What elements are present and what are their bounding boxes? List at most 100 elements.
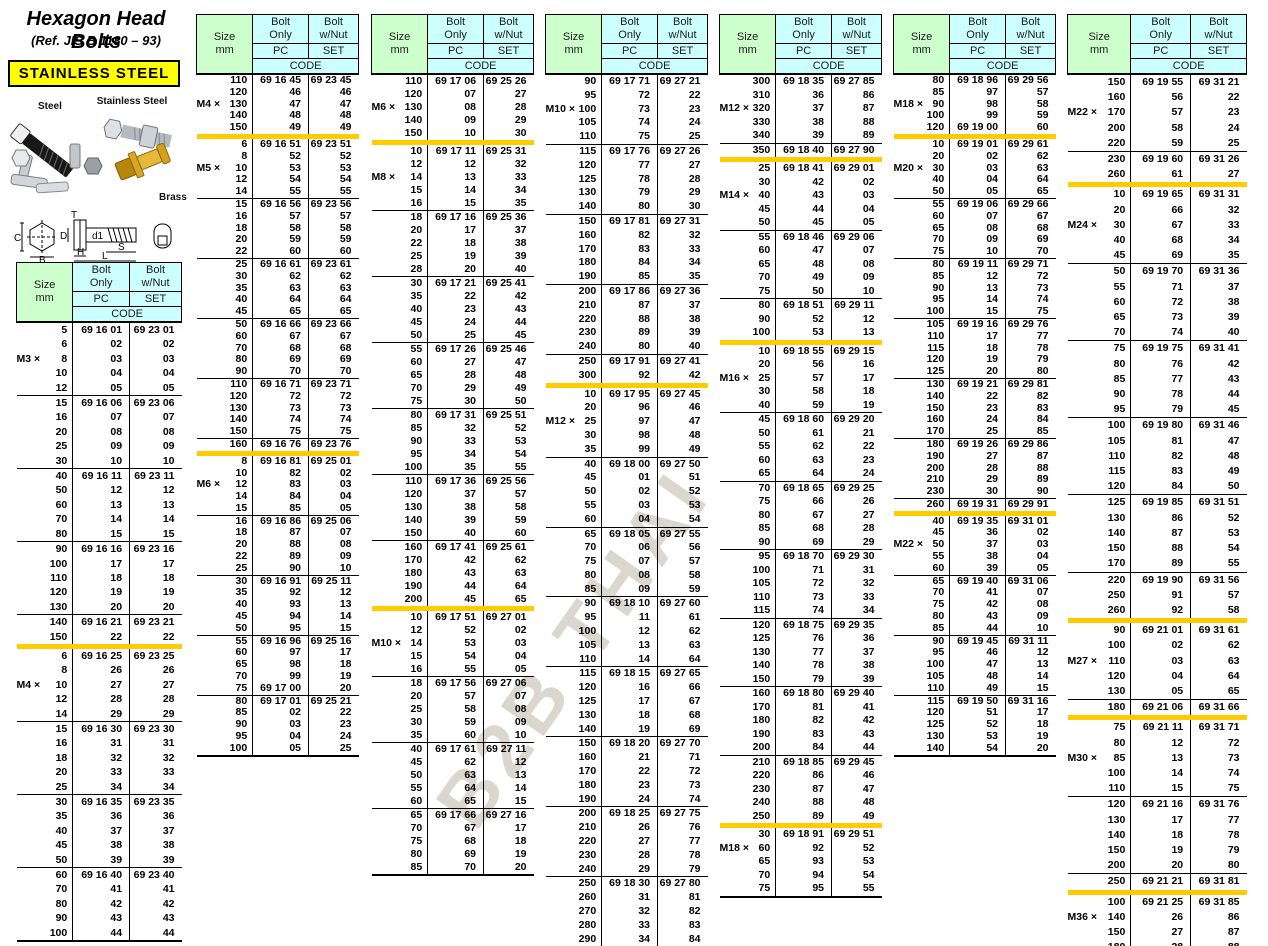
set-code-cell: 38 bbox=[1190, 294, 1247, 311]
pc-header: PC bbox=[949, 43, 1007, 59]
set-code-cell: 63 bbox=[308, 282, 359, 295]
pc-code-cell: 66 bbox=[775, 495, 832, 509]
pc-code-cell: 69 18 00 bbox=[601, 456, 658, 472]
pc-code-cell: 94 bbox=[252, 610, 309, 623]
set-code-cell: 69 23 66 bbox=[308, 317, 359, 331]
size-cell: 220 bbox=[578, 835, 597, 848]
pc-code-cell: 64 bbox=[775, 467, 832, 481]
set-code-cell: 29 bbox=[129, 706, 182, 722]
set-code-cell: 58 bbox=[657, 568, 708, 583]
set-code-cell: 69 23 11 bbox=[129, 468, 182, 484]
table-row: 340 39 89 bbox=[720, 129, 882, 143]
set-code-cell: 88 bbox=[1005, 462, 1056, 475]
size-cell: 140 bbox=[404, 114, 423, 126]
set-code-cell: 70 bbox=[1005, 245, 1056, 259]
set-code-cell: 68 bbox=[1005, 222, 1056, 235]
size-cell: 170 bbox=[1107, 557, 1126, 570]
pc-code-cell: 26 bbox=[601, 821, 658, 836]
set-code-cell: 27 bbox=[1190, 167, 1247, 188]
size-cell: 140 bbox=[229, 109, 248, 122]
pc-code-cell: 82 bbox=[1130, 448, 1191, 465]
set-code-cell: 69 27 85 bbox=[831, 73, 882, 89]
pc-code-cell: 79 bbox=[1130, 402, 1191, 418]
pc-code-cell: 68 bbox=[252, 342, 309, 355]
size-cell: 110 bbox=[371, 474, 428, 488]
table-row: 16 57 57 bbox=[197, 210, 359, 223]
set-code-cell: 47 bbox=[831, 782, 882, 796]
size-cell: 200 bbox=[545, 806, 602, 822]
size-cell: 35 bbox=[410, 729, 423, 741]
pc-code-cell: 60 bbox=[427, 729, 484, 743]
set-code-cell: 24 bbox=[657, 116, 708, 131]
pc-code-cell: 14 bbox=[601, 652, 658, 667]
size-column-header: Size mm bbox=[195, 14, 254, 75]
set-code-cell: 69 31 85 bbox=[1190, 891, 1247, 910]
pc-code-cell: 69 21 06 bbox=[1130, 699, 1191, 721]
pc-code-cell: 88 bbox=[775, 796, 832, 810]
size-cell: 150 bbox=[1107, 542, 1126, 555]
size-cell: 35 bbox=[55, 810, 68, 823]
pc-code-cell: 83 bbox=[601, 242, 658, 257]
table-row: 115 18 78 bbox=[894, 342, 1056, 355]
size-cell: 60 bbox=[932, 561, 945, 574]
table-row: 130 05 65 bbox=[1068, 683, 1247, 700]
table-row: 250 69 18 30 69 27 80 bbox=[545, 876, 708, 892]
table-row: 120 07 27 bbox=[372, 88, 534, 101]
pc-code-cell: 54 bbox=[427, 650, 484, 663]
size-cell: 50 bbox=[758, 426, 771, 439]
size-cell: 290 bbox=[545, 932, 602, 946]
table-row: 12 05 05 bbox=[17, 380, 182, 396]
pc-code-cell: 96 bbox=[601, 401, 658, 416]
table-row: 25 34 34 bbox=[17, 779, 182, 795]
size-cell: 90 bbox=[758, 535, 771, 548]
set-code-cell: 69 31 46 bbox=[1190, 417, 1247, 434]
size-cell: 40 bbox=[235, 598, 248, 611]
set-code-cell: 26 bbox=[129, 663, 182, 678]
pc-code-cell: 57 bbox=[1130, 105, 1191, 121]
pc-code-cell: 97 bbox=[601, 415, 658, 429]
pc-code-cell: 45 bbox=[775, 216, 832, 230]
pc-code-cell: 29 bbox=[949, 473, 1006, 487]
pc-code-cell: 59 bbox=[252, 234, 309, 247]
set-code-cell: 69 29 76 bbox=[1005, 317, 1056, 331]
set-code-cell: 88 bbox=[831, 115, 882, 129]
set-code-cell: 39 bbox=[129, 852, 182, 868]
table-row: 40 69 19 35 69 31 01 bbox=[893, 512, 1056, 528]
table-row: 70 68 68 bbox=[197, 342, 359, 355]
pc-code-cell: 23 bbox=[601, 778, 658, 793]
table-row: 110 69 17 36 69 25 56 bbox=[371, 474, 534, 488]
pc-code-cell: 71 bbox=[775, 563, 832, 577]
set-code-cell: 58 bbox=[1005, 98, 1056, 111]
pc-code-cell: 16 bbox=[601, 681, 658, 696]
pc-code-cell: 19 bbox=[949, 354, 1006, 367]
table-row: 200 28 88 bbox=[894, 462, 1056, 475]
pc-code-cell: 85 bbox=[252, 502, 309, 516]
pc-code-cell: 10 bbox=[72, 453, 130, 469]
set-code-cell: 44 bbox=[129, 925, 182, 943]
set-code-cell: 57 bbox=[308, 210, 359, 223]
table-row: 70 41 41 bbox=[17, 882, 182, 897]
thread-size-label: M6 × bbox=[371, 101, 396, 113]
size-cell: 105 bbox=[893, 317, 950, 331]
size-cell: 120 bbox=[229, 389, 248, 402]
table-row: 22 18 38 bbox=[372, 237, 534, 250]
set-code-cell: 74 bbox=[308, 414, 359, 427]
table-row: 230 28 78 bbox=[546, 848, 708, 863]
table-row: M18 × 90 98 58 bbox=[894, 98, 1056, 111]
size-cell: 8 bbox=[241, 149, 248, 162]
pc-code-cell: 46 bbox=[949, 647, 1006, 660]
size-cell: 50 bbox=[410, 769, 423, 781]
pc-code-cell: 24 bbox=[601, 792, 658, 807]
table-row: 130 20 20 bbox=[17, 599, 182, 615]
table-row: 260 69 19 31 69 29 91 bbox=[893, 497, 1056, 516]
pc-code-cell: 30 bbox=[427, 395, 484, 409]
size-cell: 180 bbox=[404, 567, 423, 579]
table-row: 75 95 55 bbox=[719, 882, 882, 898]
pc-code-cell: 56 bbox=[1130, 90, 1191, 106]
table-row: 55 38 04 bbox=[894, 550, 1056, 563]
size-cell: 30 bbox=[196, 574, 253, 588]
pc-code-cell: 94 bbox=[775, 868, 832, 882]
table-row: 150 23 83 bbox=[894, 402, 1056, 415]
size-cell: 30 bbox=[55, 454, 68, 467]
thread-size-label: M20 × bbox=[893, 161, 923, 174]
